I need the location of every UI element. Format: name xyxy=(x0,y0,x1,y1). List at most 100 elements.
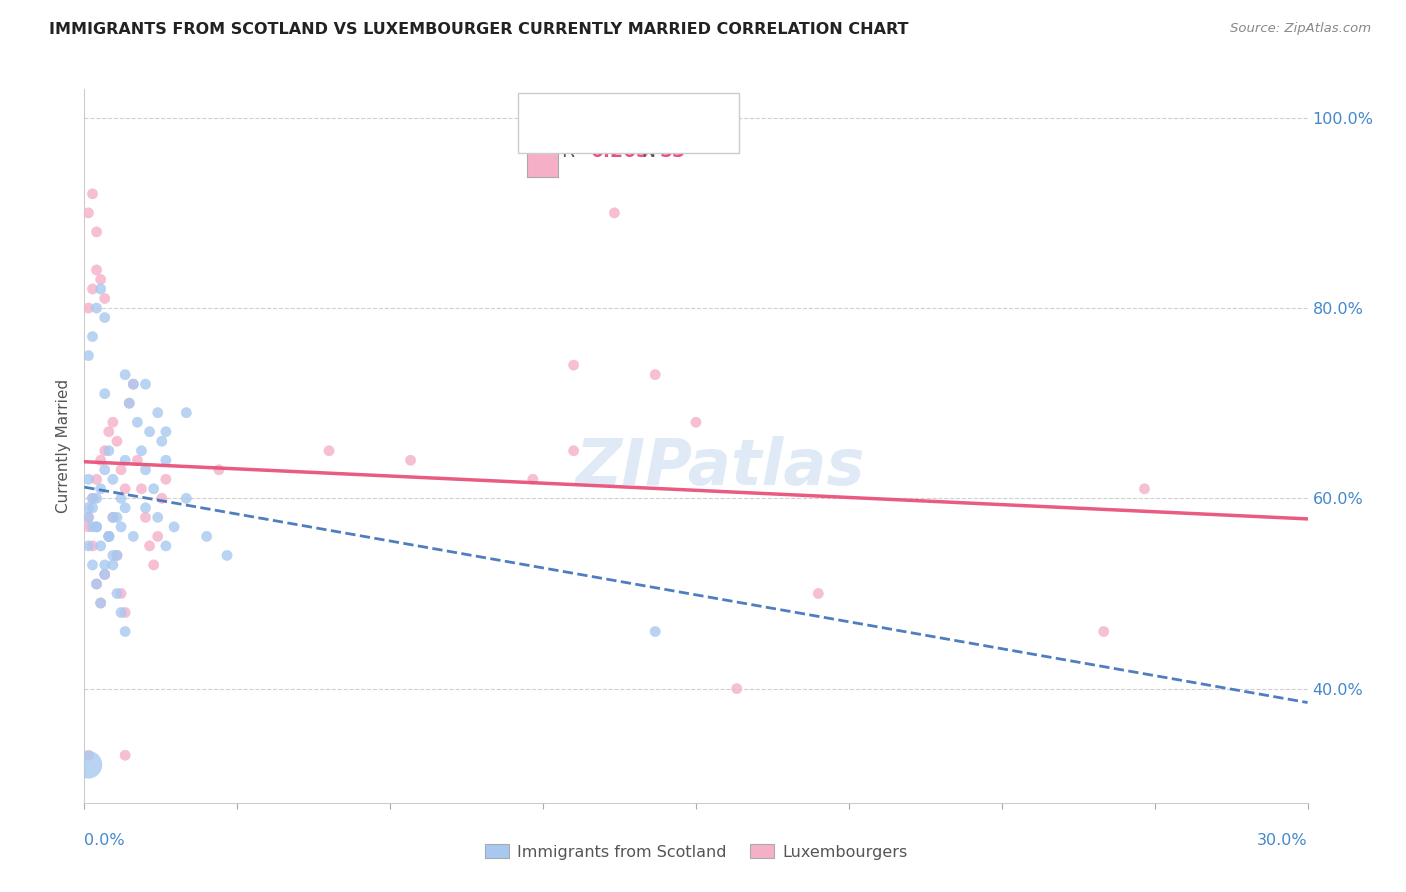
Point xyxy=(142,558,165,572)
Point xyxy=(562,358,585,372)
Point xyxy=(644,368,666,382)
Text: 0.263: 0.263 xyxy=(591,142,650,161)
Point xyxy=(562,443,585,458)
Point xyxy=(138,425,160,439)
Text: Source: ZipAtlas.com: Source: ZipAtlas.com xyxy=(1230,22,1371,36)
Point xyxy=(82,491,104,506)
Point xyxy=(101,558,124,572)
Point xyxy=(101,549,124,563)
Point xyxy=(93,558,115,572)
Point xyxy=(146,406,169,420)
Point xyxy=(86,225,108,239)
Point xyxy=(86,520,108,534)
Point xyxy=(155,472,177,486)
Text: 53: 53 xyxy=(659,142,686,161)
Text: N =: N = xyxy=(630,142,683,161)
Point xyxy=(101,510,124,524)
Point xyxy=(131,482,153,496)
Point xyxy=(114,606,136,620)
Point xyxy=(101,472,124,486)
Point xyxy=(86,301,108,315)
Point xyxy=(77,510,100,524)
Point xyxy=(150,434,173,449)
Text: R =  0.043   N =  65
  R =  0.263   N =  53: R = 0.043 N = 65 R = 0.263 N = 53 xyxy=(527,103,730,144)
Text: 65: 65 xyxy=(659,106,685,125)
Point xyxy=(114,453,136,467)
Point xyxy=(105,549,128,563)
Point xyxy=(1133,482,1156,496)
Point xyxy=(86,491,108,506)
Point xyxy=(603,206,626,220)
Point xyxy=(127,453,149,467)
Point xyxy=(110,606,132,620)
Point xyxy=(105,549,128,563)
Point xyxy=(77,206,100,220)
Point xyxy=(82,520,104,534)
Point xyxy=(725,681,748,696)
Legend: Immigrants from Scotland, Luxembourgers: Immigrants from Scotland, Luxembourgers xyxy=(478,838,914,866)
Point xyxy=(90,596,112,610)
Point xyxy=(105,586,128,600)
Point xyxy=(135,500,157,515)
Point xyxy=(118,396,141,410)
Point xyxy=(90,282,112,296)
Point xyxy=(522,472,544,486)
Point xyxy=(77,500,100,515)
Text: IMMIGRANTS FROM SCOTLAND VS LUXEMBOURGER CURRENTLY MARRIED CORRELATION CHART: IMMIGRANTS FROM SCOTLAND VS LUXEMBOURGER… xyxy=(49,22,908,37)
Point xyxy=(138,539,160,553)
Point xyxy=(90,272,112,286)
Point xyxy=(97,529,120,543)
Point xyxy=(86,577,108,591)
Point xyxy=(217,549,239,563)
Point xyxy=(644,624,666,639)
Point xyxy=(93,386,115,401)
Point xyxy=(82,329,104,343)
Point xyxy=(82,500,104,515)
Point xyxy=(174,491,197,506)
Point xyxy=(93,567,115,582)
Point xyxy=(90,596,112,610)
Point xyxy=(155,453,177,467)
Point xyxy=(118,396,141,410)
Point xyxy=(101,510,124,524)
Point xyxy=(155,539,177,553)
Point xyxy=(93,310,115,325)
Point xyxy=(82,558,104,572)
Point xyxy=(685,415,707,429)
Point xyxy=(318,443,340,458)
Point xyxy=(114,624,136,639)
Text: 30.0%: 30.0% xyxy=(1257,833,1308,848)
Point xyxy=(82,491,104,506)
Point xyxy=(146,510,169,524)
Point xyxy=(82,186,104,201)
Point xyxy=(110,520,132,534)
Point xyxy=(142,482,165,496)
Point xyxy=(93,567,115,582)
Point xyxy=(110,586,132,600)
Point xyxy=(93,292,115,306)
Y-axis label: Currently Married: Currently Married xyxy=(56,379,72,513)
Point xyxy=(122,377,145,392)
Point xyxy=(135,377,157,392)
Point xyxy=(77,301,100,315)
Point xyxy=(114,748,136,763)
Point xyxy=(90,453,112,467)
Point xyxy=(77,748,100,763)
Point xyxy=(101,415,124,429)
Text: 0.0%: 0.0% xyxy=(84,833,125,848)
Point xyxy=(77,510,100,524)
Point xyxy=(163,520,186,534)
Point xyxy=(110,463,132,477)
Point xyxy=(122,377,145,392)
Point xyxy=(150,491,173,506)
Point xyxy=(82,282,104,296)
Point xyxy=(82,539,104,553)
Point xyxy=(77,349,100,363)
Point xyxy=(77,539,100,553)
Point xyxy=(110,491,132,506)
Point xyxy=(97,443,120,458)
Point xyxy=(77,757,100,772)
Point xyxy=(208,463,231,477)
Point xyxy=(97,529,120,543)
Point xyxy=(93,443,115,458)
